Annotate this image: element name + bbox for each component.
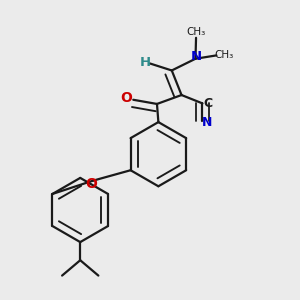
Text: N: N [202, 116, 213, 129]
Text: O: O [120, 92, 132, 105]
Text: O: O [85, 177, 98, 191]
Text: CH₃: CH₃ [214, 50, 234, 60]
Text: CH₃: CH₃ [186, 27, 206, 37]
Text: H: H [140, 56, 151, 69]
Text: N: N [191, 50, 202, 63]
Text: C: C [203, 97, 212, 110]
